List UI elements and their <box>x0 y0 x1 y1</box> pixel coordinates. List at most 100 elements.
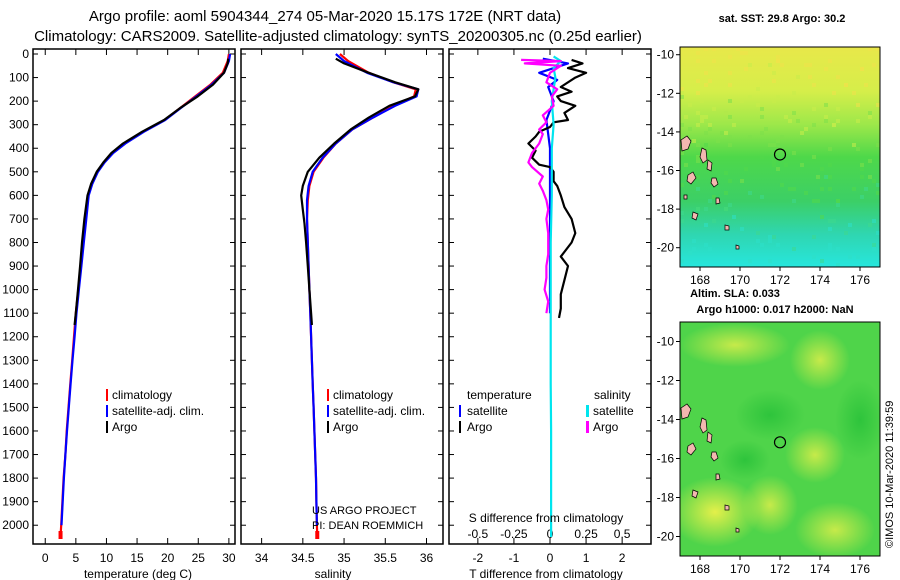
salinity-xlabel: salinity <box>315 567 352 580</box>
series-line-satellite-adj-clim- <box>60 53 232 526</box>
legend-swatch-satellite <box>327 405 329 417</box>
depth-axis: 0 100 200 300 400 500 600 700 800 900 1000 1100 1200… <box>2 47 651 532</box>
legend-label-s-satellite: satellite <box>593 404 634 418</box>
depth-tick-label: 1700 <box>2 448 29 462</box>
depth-tick-label: 600 <box>9 188 29 202</box>
series-line-climatology <box>305 53 417 538</box>
map-x-tick-label: 174 <box>810 273 830 287</box>
climatology-bottom-marker <box>58 531 63 539</box>
map-x-tick-label: 168 <box>690 562 710 576</box>
map-y-tick-label: -12 <box>657 86 675 100</box>
x-tick-label: 10 <box>100 551 114 565</box>
temperature-plot: 0 5 10 15 20 25 30 <box>42 49 236 565</box>
depth-tick-label: 1500 <box>2 400 29 414</box>
x-tick-label: 35 <box>337 551 351 565</box>
legend-label-t-argo: Argo <box>467 420 493 434</box>
depth-tick-label: 400 <box>9 141 29 155</box>
sla-map-title: Altim. SLA: 0.033 <box>690 288 780 300</box>
legend-swatch-climatology <box>327 389 329 401</box>
legend-label-satellite: satellite-adj. clim. <box>333 404 425 418</box>
map-x-tick-label: 174 <box>810 562 830 576</box>
x-tick-label: 30 <box>222 551 236 565</box>
difference-xlabel: T difference from climatology <box>469 567 623 580</box>
salinity-plot: 34 34.5 35 35.5 36 <box>255 49 434 565</box>
sst-islands <box>680 135 740 250</box>
climatology-bottom-marker <box>315 531 320 539</box>
temperature-panel-frame <box>32 48 236 545</box>
map-y-tick-label: -14 <box>657 413 675 427</box>
series-line-t-argo <box>527 58 588 319</box>
x-tick-label: 25 <box>192 551 206 565</box>
map-x-tick-label: 172 <box>770 562 790 576</box>
x-tick-label: 34.5 <box>291 551 315 565</box>
map-y-tick-label: -20 <box>657 530 675 544</box>
salinity-panel-frame <box>240 48 444 545</box>
credit-line1: US ARGO PROJECT <box>312 505 417 517</box>
argo-position-marker <box>773 436 787 449</box>
map-y-tick-label: -18 <box>657 491 675 505</box>
legend-label-argo: Argo <box>112 420 138 434</box>
map-y-tick-label: -10 <box>657 48 675 62</box>
map-y-tick-label: -16 <box>657 164 675 178</box>
map-y-tick-label: -12 <box>657 374 675 388</box>
sst-map: 168 170 172 174 176 -10 -12 -14 -16 -18 -20 <box>657 46 881 287</box>
map-x-tick-label: 170 <box>730 562 750 576</box>
map-x-tick-label: 170 <box>730 273 750 287</box>
legend-swatch-t-argo <box>459 421 461 433</box>
difference-xlabel-top: S difference from climatology <box>469 511 624 525</box>
depth-tick-label: 500 <box>9 165 29 179</box>
header-line2: Climatology: CARS2009. Satellite-adjuste… <box>34 28 642 45</box>
salinity-legend: climatology satellite-adj. clim. Argo <box>327 388 425 434</box>
legend-swatch-argo <box>106 421 108 433</box>
legend-heading-salinity: salinity <box>594 388 631 402</box>
map-x-tick-label: 168 <box>690 273 710 287</box>
legend-label-argo: Argo <box>333 420 359 434</box>
legend-label-t-satellite: satellite <box>467 404 508 418</box>
depth-tick-label: 1100 <box>3 306 29 320</box>
depth-tick-label: 200 <box>9 94 29 108</box>
depth-tick-label: 1800 <box>2 471 29 485</box>
sla-islands <box>680 403 740 533</box>
x-top-tick-label: 0.5 <box>614 527 631 541</box>
depth-tick-label: 800 <box>9 235 29 249</box>
x-tick-label: 15 <box>130 551 144 565</box>
x-tick-label: 0 <box>547 551 554 565</box>
series-line-argo <box>73 58 230 326</box>
sla-map-axes: 168 170 172 174 176 -10 -12 -14 -16 -18 -20 <box>657 335 871 577</box>
x-tick-label: 5 <box>73 551 80 565</box>
x-tick-label: 1 <box>583 551 590 565</box>
map-y-tick-label: -16 <box>657 452 675 466</box>
legend-swatch-climatology <box>106 389 108 401</box>
header-line1: Argo profile: aoml 5904344_274 05-Mar-20… <box>89 8 561 25</box>
series-line-t-satellite <box>538 57 570 314</box>
sst-map-title: sat. SST: 29.8 Argo: 30.2 <box>719 13 846 25</box>
legend-swatch-s-argo <box>586 421 589 433</box>
legend-swatch-satellite <box>106 405 108 417</box>
temperature-xlabel: temperature (deg C) <box>84 567 192 580</box>
x-tick-label: 0 <box>42 551 49 565</box>
map-y-tick-label: -20 <box>657 241 675 255</box>
series-line-s-argo <box>521 58 562 314</box>
depth-tick-label: 700 <box>9 212 29 226</box>
depth-tick-label: 1400 <box>2 377 29 391</box>
sla-map-title2: Argo h1000: 0.017 h2000: NaN <box>696 304 853 316</box>
x-tick-label: 35.5 <box>374 551 398 565</box>
map-x-tick-label: 172 <box>770 273 790 287</box>
depth-tick-label: 1600 <box>2 424 29 438</box>
difference-plot: -2 -1 0 1 2 -0.5 -0.25 0 0.25 0.5 <box>468 49 631 565</box>
temperature-legend: climatology satellite-adj. clim. Argo <box>106 388 204 434</box>
x-top-tick-label: -0.25 <box>500 527 528 541</box>
map-y-tick-label: -14 <box>657 125 675 139</box>
sst-map-axes: 168 170 172 174 176 -10 -12 -14 -16 -18 -20 <box>657 48 871 287</box>
legend-swatch-t-satellite <box>459 405 461 417</box>
sla-map: 168 170 172 174 176 -10 -12 -14 -16 -18 -20 <box>657 321 881 577</box>
difference-legend: temperature salinity satellite Argo sate… <box>459 388 634 434</box>
depth-tick-label: 0 <box>22 47 29 61</box>
series-line-s-satellite <box>549 55 562 537</box>
x-top-tick-label: 0.25 <box>574 527 598 541</box>
legend-label-climatology: climatology <box>112 388 172 402</box>
x-top-tick-label: -0.5 <box>468 527 489 541</box>
argo-position-marker <box>773 148 787 161</box>
series-line-climatology <box>59 53 230 538</box>
